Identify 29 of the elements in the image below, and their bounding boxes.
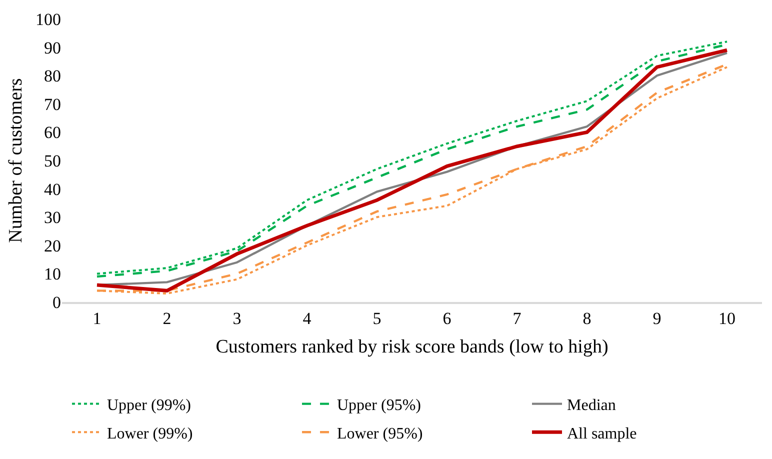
y-tick-label: 100 [36,10,61,29]
y-tick-label: 50 [44,151,61,170]
x-tick-label: 4 [302,309,312,328]
x-axis-title: Customers ranked by risk score bands (low to high) [216,336,608,358]
y-tick-label: 30 [44,208,61,228]
legend-label: All sample [567,425,637,442]
x-tick-label: 2 [162,309,172,328]
x-tick-label: 8 [582,309,592,328]
y-axis-title: Number of customers [5,78,26,243]
x-tick-label: 6 [442,309,452,328]
legend-label: Lower (99%) [107,425,193,442]
x-tick-label: 1 [92,309,102,328]
legend-label: Lower (95%) [337,425,423,442]
y-tick-label: 80 [44,66,61,86]
y-tick-label: 20 [44,236,61,256]
legend-label: Upper (95%) [337,397,421,414]
y-tick-label: 40 [44,180,61,199]
legend-label: Upper (99%) [107,397,191,414]
y-tick-label: 0 [52,292,61,312]
x-tick-label: 10 [718,309,736,328]
y-tick-label: 60 [44,123,61,142]
x-tick-label: 7 [512,309,522,328]
y-tick-label: 70 [44,94,61,114]
y-tick-label: 10 [44,264,61,284]
legend-label: Median [567,397,616,414]
y-tick-label: 90 [44,38,61,58]
x-tick-label: 9 [652,309,662,328]
x-tick-label: 3 [232,309,242,328]
x-tick-label: 5 [372,309,382,328]
